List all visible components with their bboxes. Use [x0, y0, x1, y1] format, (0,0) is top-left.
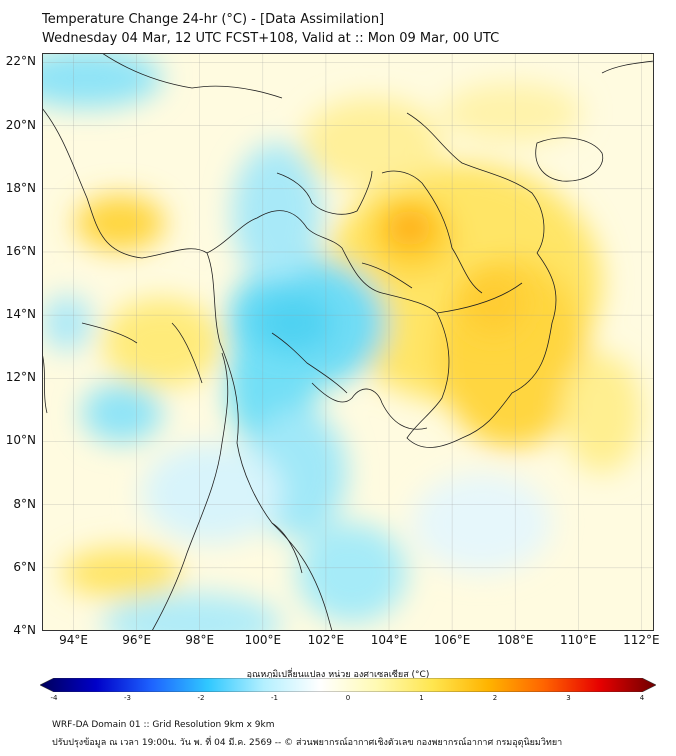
colorbar-tick-label: -1	[271, 694, 278, 702]
latitude-label: 18°N	[5, 180, 36, 195]
colorbar-tick-label: -3	[124, 694, 131, 702]
longitude-label: 104°E	[370, 633, 408, 647]
cool-anomaly	[252, 293, 332, 353]
gulf-coastline	[311, 382, 428, 430]
longitude-label: 94°E	[59, 633, 88, 647]
longitude-label: 112°E	[623, 633, 660, 647]
map-gridlines	[42, 53, 654, 631]
warm-anomaly	[388, 210, 524, 333]
map-title: Temperature Change 24-hr (°C) - [Data As…	[42, 12, 385, 27]
latitude-label: 16°N	[5, 243, 36, 258]
longitude-label: 98°E	[185, 633, 215, 647]
longitude-label: 96°E	[122, 633, 152, 647]
colorbar-tick-label: 1	[419, 694, 424, 702]
latitude-label: 10°N	[5, 433, 36, 448]
colorbar-tick-label: 2	[492, 694, 498, 702]
longitude-label: 108°E	[496, 633, 534, 647]
latitude-label: 8°N	[13, 496, 36, 511]
colorbar-tick-label: 4	[639, 694, 645, 702]
model-info: WRF-DA Domain 01 :: Grid Resolution 9km …	[52, 720, 275, 730]
latitude-label: 22°N	[5, 54, 36, 69]
latitude-label: 6°N	[13, 559, 36, 574]
china-coastline	[601, 60, 654, 74]
latitude-label: 14°N	[5, 307, 36, 322]
latitude-label: 12°N	[5, 370, 36, 385]
colorbar-gradient	[40, 678, 656, 692]
update-credit: ปรับปรุงข้อมูล ณ เวลา 19:00น. วัน พ. ที่…	[52, 738, 563, 748]
country-boundaries	[42, 53, 557, 631]
colorbar-tick-label: -4	[50, 694, 58, 702]
temperature-change-map	[42, 53, 654, 631]
colorbar-tick-label: 0	[345, 694, 351, 702]
hainan-island	[535, 137, 604, 182]
map-border	[42, 53, 654, 631]
longitude-label: 106°E	[433, 633, 471, 647]
colorbar-title: อุณหภูมิเปลี่ยนแปลง หน่วย องศาเซลเซียส (…	[246, 670, 430, 680]
longitude-label: 102°E	[307, 633, 345, 647]
longitude-label: 110°E	[560, 633, 597, 647]
temperature-colorbar	[40, 678, 656, 692]
latitude-label: 20°N	[5, 117, 36, 132]
latitude-label: 4°N	[13, 623, 36, 637]
colorbar-tick-label: -2	[197, 694, 205, 702]
forecast-valid-time: Wednesday 04 Mar, 12 UTC FCST+108, Valid…	[42, 31, 500, 46]
longitude-label: 100°E	[244, 633, 282, 647]
colorbar-tick-label: 3	[566, 694, 571, 702]
